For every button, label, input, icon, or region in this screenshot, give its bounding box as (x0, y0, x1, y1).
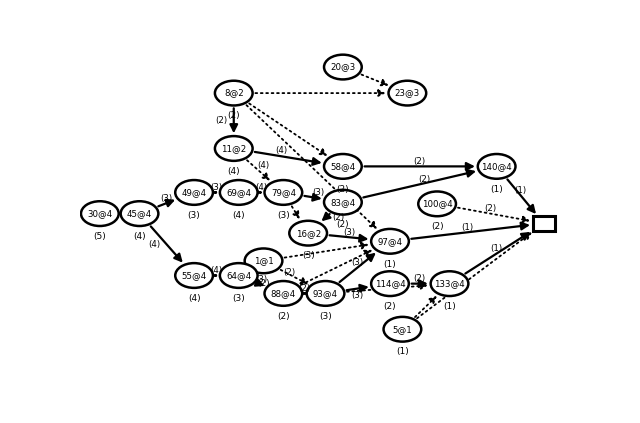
Circle shape (81, 201, 118, 226)
Text: (4): (4) (257, 161, 269, 170)
Text: (1): (1) (383, 260, 396, 269)
Text: (2): (2) (298, 284, 310, 293)
Text: 69@4: 69@4 (226, 188, 252, 197)
Circle shape (215, 81, 253, 105)
Circle shape (264, 281, 302, 306)
Text: 133@4: 133@4 (434, 279, 465, 288)
Text: (1): (1) (396, 347, 409, 357)
Text: 93@4: 93@4 (313, 289, 338, 298)
Text: 88@4: 88@4 (271, 289, 296, 298)
Text: 5@1: 5@1 (392, 325, 412, 334)
Text: 100@4: 100@4 (422, 199, 452, 209)
Text: 64@4: 64@4 (226, 271, 252, 280)
Circle shape (220, 263, 257, 288)
Text: (1): (1) (514, 186, 526, 195)
Circle shape (388, 81, 426, 105)
Text: 11@2: 11@2 (221, 144, 246, 153)
Text: 20@3: 20@3 (330, 63, 355, 71)
Text: (4): (4) (255, 183, 267, 192)
Text: (1): (1) (490, 184, 503, 194)
Text: (3): (3) (343, 228, 355, 237)
Text: (2): (2) (257, 279, 270, 288)
Text: (2): (2) (384, 302, 396, 311)
Text: (3): (3) (211, 183, 223, 192)
Circle shape (215, 136, 253, 161)
Text: 97@4: 97@4 (378, 237, 403, 246)
Circle shape (324, 55, 362, 80)
Circle shape (175, 180, 213, 205)
Text: (4): (4) (188, 294, 200, 303)
Text: 45@4: 45@4 (127, 209, 152, 218)
Text: 55@4: 55@4 (182, 271, 207, 280)
Text: 114@4: 114@4 (374, 279, 405, 288)
Text: 140@4: 140@4 (481, 162, 512, 171)
Text: (3): (3) (161, 194, 173, 203)
Text: (1): (1) (491, 244, 502, 253)
Circle shape (121, 201, 158, 226)
Text: 79@4: 79@4 (271, 188, 296, 197)
Circle shape (478, 154, 515, 179)
Circle shape (289, 221, 327, 245)
Text: (2): (2) (413, 157, 426, 166)
Text: (4): (4) (227, 167, 240, 176)
Text: (2): (2) (413, 274, 426, 283)
Text: (2): (2) (332, 213, 344, 222)
Text: (3): (3) (352, 291, 364, 299)
Circle shape (431, 271, 468, 296)
Text: (3): (3) (232, 294, 245, 303)
Text: 1@1: 1@1 (253, 256, 273, 265)
Circle shape (220, 180, 257, 205)
Text: (5): (5) (93, 232, 106, 241)
Circle shape (244, 248, 282, 273)
Text: 58@4: 58@4 (330, 162, 355, 171)
Text: (2): (2) (227, 111, 240, 120)
Circle shape (371, 271, 409, 296)
Text: 83@4: 83@4 (330, 198, 355, 207)
FancyBboxPatch shape (533, 216, 555, 231)
Text: (3): (3) (302, 251, 314, 261)
Circle shape (383, 317, 421, 342)
Text: (2): (2) (419, 175, 431, 184)
Text: (1): (1) (461, 223, 473, 232)
Text: (3): (3) (188, 211, 200, 220)
Circle shape (371, 229, 409, 254)
Text: (4): (4) (275, 146, 287, 155)
Text: (2): (2) (284, 268, 296, 277)
Text: 49@4: 49@4 (182, 188, 207, 197)
Text: (3): (3) (319, 312, 332, 321)
Circle shape (419, 192, 456, 216)
Text: (3): (3) (255, 275, 267, 284)
Text: 23@3: 23@3 (395, 88, 420, 98)
Circle shape (264, 180, 302, 205)
Text: (2): (2) (337, 220, 349, 229)
Text: (3): (3) (352, 258, 364, 267)
Text: (3): (3) (277, 211, 290, 220)
Text: (4): (4) (232, 211, 245, 220)
Circle shape (307, 281, 344, 306)
Circle shape (324, 190, 362, 214)
Text: (2): (2) (431, 222, 444, 231)
Text: (4): (4) (133, 232, 146, 241)
Circle shape (175, 263, 213, 288)
Text: (3): (3) (312, 188, 324, 197)
Text: 8@2: 8@2 (224, 88, 244, 98)
Text: (4): (4) (211, 266, 223, 275)
Text: (2): (2) (484, 204, 497, 213)
Text: (2): (2) (215, 116, 227, 125)
Text: (1): (1) (443, 302, 456, 311)
Text: 16@2: 16@2 (296, 229, 321, 238)
Text: (2): (2) (277, 312, 290, 321)
Circle shape (324, 154, 362, 179)
Text: (4): (4) (148, 240, 161, 249)
Text: 30@4: 30@4 (87, 209, 113, 218)
Text: (2): (2) (337, 184, 349, 194)
